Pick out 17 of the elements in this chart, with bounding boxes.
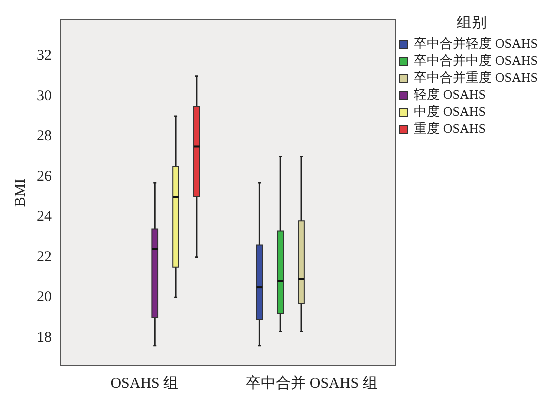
- legend-label: 卒中合并中度 OSAHS: [414, 52, 538, 68]
- x-tick-label: OSAHS 组: [110, 374, 179, 392]
- y-tick-label: 32: [37, 48, 52, 64]
- legend-label: 重度 OSAHS: [414, 120, 486, 136]
- y-tick-label: 24: [37, 209, 52, 226]
- y-tick-label: 18: [37, 330, 52, 346]
- y-tick-label: 20: [37, 290, 52, 306]
- legend-label: 轻度 OSAHS: [414, 86, 486, 102]
- legend-label: 中度 OSAHS: [414, 104, 486, 119]
- y-tick-label: 22: [37, 249, 52, 266]
- legend-label: 卒中合并轻度 OSAHS: [414, 36, 538, 51]
- y-tick-label: 26: [37, 168, 52, 185]
- y-tick-label: 30: [37, 88, 52, 104]
- legend-label: 卒中合并重度 OSAHS: [414, 70, 538, 85]
- x-tick-label: 卒中合并 OSAHS 组: [246, 374, 378, 392]
- y-axis-title: BMI: [12, 178, 29, 208]
- y-tick-label: 28: [37, 128, 52, 145]
